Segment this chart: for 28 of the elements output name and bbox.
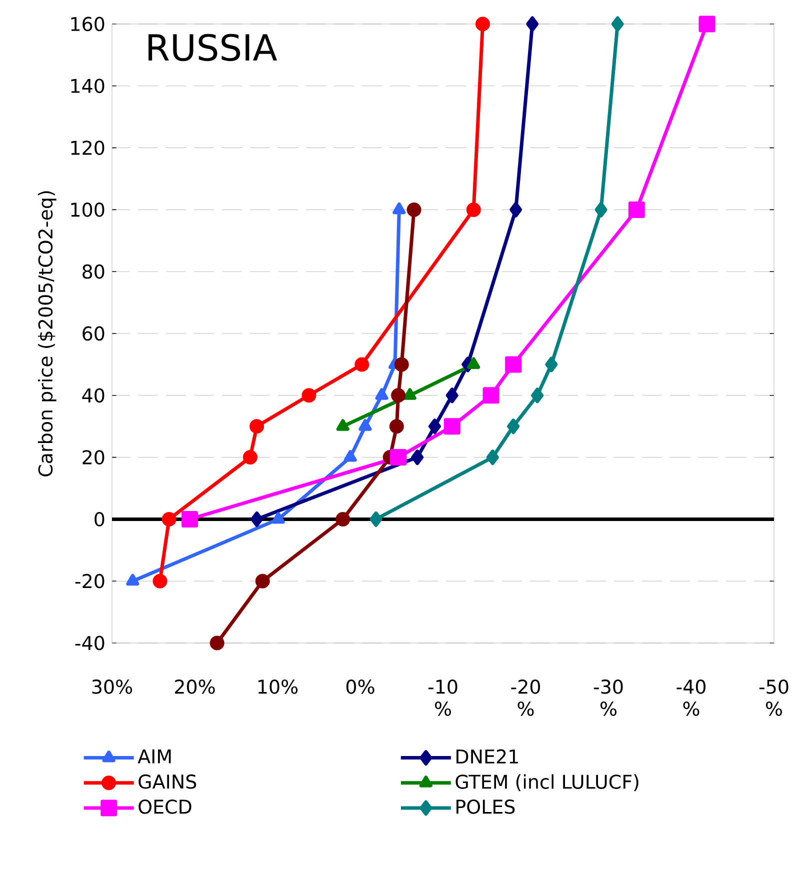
x-tick-label: 30%	[92, 680, 132, 694]
y-tick-label: 160	[71, 16, 104, 32]
x-tick-label: -50 %	[759, 680, 788, 716]
x-tick-label: -40 %	[676, 680, 706, 716]
y-tick-label: 80	[82, 264, 104, 279]
y-tick-label: 40	[82, 388, 104, 403]
legend-label: GAINS	[138, 774, 196, 789]
legend-label: POLES	[456, 800, 514, 814]
y-tick-label: 20	[82, 450, 104, 464]
legend-label: DNE21	[456, 749, 518, 764]
y-tick-label: 120	[71, 140, 104, 155]
y-tick-label: -40	[75, 636, 104, 650]
legend-label: AIM	[138, 749, 171, 764]
x-tick-label: -30 %	[594, 680, 623, 716]
x-tick-label: 0%	[346, 680, 374, 694]
y-tick-label: 100	[71, 202, 104, 217]
y-tick-label: 0	[94, 512, 104, 526]
y-tick-label: 60	[82, 326, 104, 341]
legend-label: GTEM (incl LULUCF)	[456, 774, 638, 792]
x-tick-label: -10 %	[428, 680, 458, 716]
x-tick-label: -20 %	[510, 680, 540, 716]
x-tick-label: 20%	[174, 680, 215, 694]
legend-label: OECD	[138, 800, 192, 814]
y-axis-title: Carbon price ($2005/tCO2-eq)	[38, 191, 56, 476]
y-tick-label: 140	[71, 78, 104, 94]
chart-title: RUSSIA	[148, 34, 277, 62]
y-tick-label: -20	[75, 574, 104, 588]
x-tick-label: 10%	[258, 680, 298, 694]
